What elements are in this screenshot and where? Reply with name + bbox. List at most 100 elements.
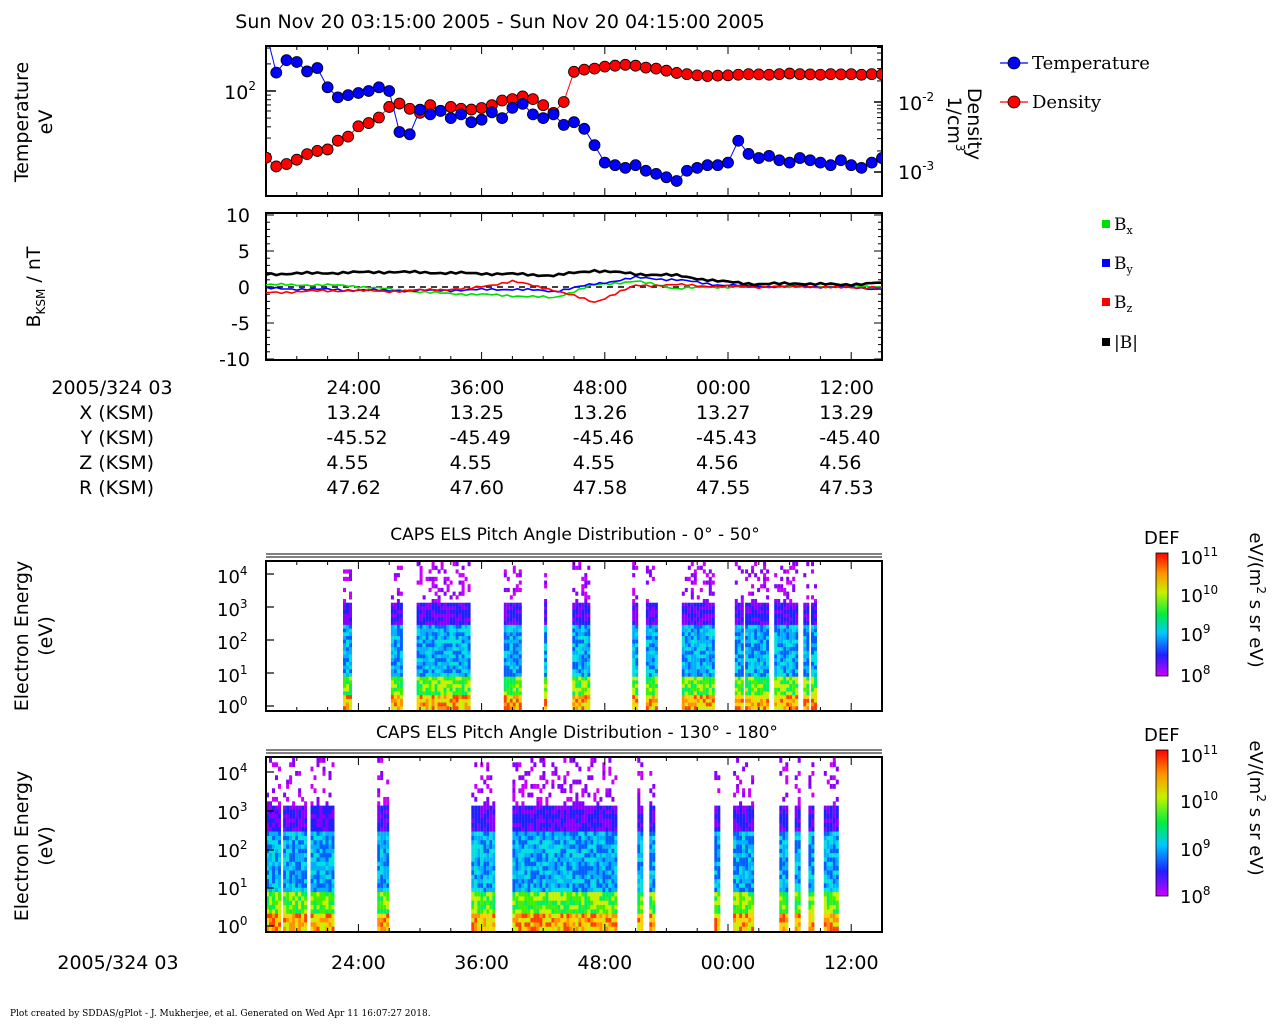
spectrogram-cell (602, 922, 606, 928)
spectrogram-cell (814, 695, 817, 700)
spectrogram-cell (681, 606, 685, 611)
spectrogram-cell (416, 695, 420, 700)
spectrogram-cell (554, 879, 558, 884)
spectrogram-cell (272, 835, 275, 841)
density-point (557, 96, 570, 108)
spectrogram-cell (419, 624, 423, 630)
spectrogram-cell (737, 673, 741, 678)
spectrogram-cell (789, 706, 793, 711)
spectrogram-cell (518, 853, 522, 858)
spectrogram-cell (428, 617, 432, 622)
spectrogram-130-180: CAPS ELS Pitch Angle Distribution - 130°… (11, 723, 883, 938)
spectrogram-cell (569, 784, 573, 789)
spectrogram-cell (789, 643, 793, 648)
spectrogram-cell (536, 818, 540, 824)
spectrogram-cell (780, 706, 784, 711)
spectrogram-cell (548, 822, 552, 828)
spectrogram-cell (380, 814, 384, 819)
spectrogram-cell (316, 844, 320, 850)
spectrogram-cell (783, 621, 787, 626)
spectrogram-cell (272, 853, 275, 858)
spectrogram-cell (506, 687, 510, 692)
spectrogram-cell (737, 565, 741, 570)
spectrogram-cell (289, 874, 293, 880)
spectrogram-cell (581, 639, 585, 644)
spectrogram-cell (569, 900, 573, 906)
ephemeris-columns: 24:0013.24-45.524.5547.6236:0013.25-45.4… (326, 377, 880, 499)
spectrogram-cell (275, 926, 278, 932)
colorbar1-label: DEF (1144, 528, 1180, 549)
spectrogram-cell (569, 853, 573, 858)
spectrogram-cell (455, 654, 459, 659)
spectrogram-cell (506, 621, 510, 626)
spectrogram-cell (431, 654, 435, 659)
spectrogram-cell (780, 695, 784, 700)
spectrogram-cell (452, 654, 456, 659)
spectrogram-cell (640, 840, 644, 845)
spectrogram-cell (518, 874, 522, 880)
spectrogram-cell (757, 658, 761, 663)
spectrogram-cell (569, 909, 573, 915)
spectrogram-cell (377, 883, 381, 889)
spectrogram-cell (343, 658, 346, 663)
spectrogram-cell (283, 857, 287, 863)
spectrogram-cell (780, 647, 784, 652)
spectrogram-cell (751, 665, 755, 670)
spectrogram-cell (699, 617, 703, 622)
spectrogram-cell (386, 796, 390, 802)
temperature-point (876, 152, 882, 164)
spectrogram-cell (792, 636, 796, 641)
spectrogram-cell (467, 621, 471, 626)
spectrogram-cell (757, 654, 761, 659)
spectrogram-cell (590, 827, 594, 832)
spectrogram-cell (515, 654, 519, 659)
spectrogram-cell (651, 632, 655, 637)
spectrogram-cell (806, 595, 810, 600)
spectrogram-cell (632, 636, 636, 641)
spectrogram-cell (566, 831, 570, 837)
spectrogram-cell (803, 673, 807, 678)
spectrogram-cell (560, 874, 564, 880)
spectrogram-cell (477, 909, 481, 915)
spectrogram-cell (275, 831, 278, 837)
spectrogram-cell (551, 814, 555, 819)
spectrogram-cell (690, 636, 694, 641)
spectrogram-cell (486, 857, 490, 863)
spectrogram-cell (266, 792, 269, 798)
spectrogram-cell (572, 874, 576, 880)
spectrogram-cell (396, 665, 400, 670)
spectrogram-cell (316, 896, 320, 902)
spectrogram-cell (319, 905, 323, 910)
spectrogram-cell (399, 621, 403, 626)
spectrogram-cell (596, 801, 600, 807)
spectrogram-cell (425, 695, 429, 700)
spectrogram-cell (587, 887, 591, 893)
spectrogram-cell (649, 909, 653, 915)
spectrogram-cell (515, 913, 519, 919)
spectrogram-cell (737, 706, 741, 711)
spectrogram-cell (298, 840, 302, 845)
spectrogram-cell (527, 900, 531, 906)
spectrogram-cell (349, 647, 352, 652)
spectrogram-cell (690, 647, 694, 652)
spectrogram-cell (349, 628, 352, 633)
spectrogram-cell (605, 909, 609, 915)
spectrogram-cell (518, 610, 522, 615)
spectrogram-cell (343, 606, 346, 611)
spectrogram-cell (702, 647, 706, 652)
spectrogram-cell (596, 870, 600, 876)
spectrogram-cell (557, 922, 561, 928)
spectrogram-cell (637, 922, 641, 928)
spectrogram-cell (461, 639, 465, 644)
spectrogram-cell (319, 922, 323, 928)
spectrogram-cell (515, 632, 519, 637)
spectrogram-cell (699, 636, 703, 641)
spectrogram-cell (575, 665, 579, 670)
spectrogram-cell (651, 628, 655, 633)
spectrogram-cell (446, 636, 450, 641)
spectrogram-cell (687, 706, 691, 711)
spectrogram-cell (316, 874, 320, 880)
spectrogram-cell (635, 606, 639, 611)
spectrogram-cell (687, 606, 691, 611)
spectrogram-cell (380, 905, 384, 910)
